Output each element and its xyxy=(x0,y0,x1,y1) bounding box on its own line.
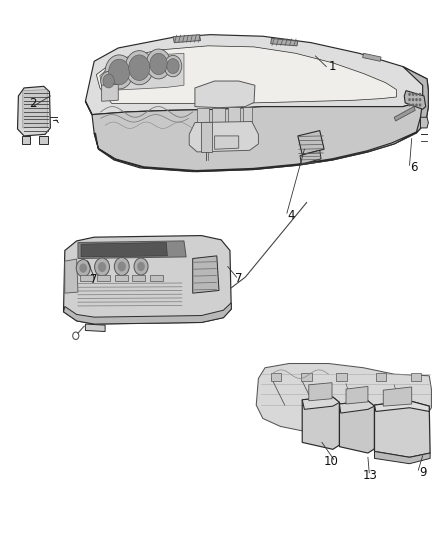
Polygon shape xyxy=(374,401,430,457)
Polygon shape xyxy=(302,397,339,409)
Circle shape xyxy=(103,74,114,88)
Circle shape xyxy=(164,55,182,77)
Polygon shape xyxy=(22,136,30,144)
Text: 10: 10 xyxy=(323,455,338,467)
Polygon shape xyxy=(64,236,231,324)
Polygon shape xyxy=(256,364,431,433)
Text: 1: 1 xyxy=(329,60,337,73)
Circle shape xyxy=(408,103,411,107)
Circle shape xyxy=(146,49,171,79)
Text: 13: 13 xyxy=(363,469,378,482)
Polygon shape xyxy=(94,132,417,172)
Text: 6: 6 xyxy=(410,161,418,174)
Polygon shape xyxy=(81,243,167,257)
Circle shape xyxy=(114,257,129,276)
Polygon shape xyxy=(376,373,386,381)
Polygon shape xyxy=(23,90,47,128)
Circle shape xyxy=(419,103,421,107)
Circle shape xyxy=(125,51,153,85)
Polygon shape xyxy=(336,373,347,381)
Text: 7: 7 xyxy=(235,272,243,285)
Circle shape xyxy=(137,262,145,271)
Circle shape xyxy=(79,263,87,273)
Polygon shape xyxy=(193,256,219,293)
Circle shape xyxy=(412,93,414,96)
Polygon shape xyxy=(100,53,184,91)
Polygon shape xyxy=(96,46,396,103)
Circle shape xyxy=(419,93,421,96)
Polygon shape xyxy=(271,38,298,46)
Polygon shape xyxy=(243,107,252,122)
Circle shape xyxy=(415,98,418,101)
Circle shape xyxy=(412,98,414,101)
Circle shape xyxy=(98,262,106,272)
Polygon shape xyxy=(132,275,145,281)
Polygon shape xyxy=(102,84,118,101)
Polygon shape xyxy=(309,383,332,401)
Polygon shape xyxy=(195,81,255,108)
Polygon shape xyxy=(189,122,258,152)
Polygon shape xyxy=(363,53,381,61)
Polygon shape xyxy=(173,35,201,43)
Text: 2: 2 xyxy=(29,98,37,110)
Circle shape xyxy=(419,98,421,101)
Polygon shape xyxy=(301,373,312,381)
Polygon shape xyxy=(271,373,281,381)
Polygon shape xyxy=(339,401,374,413)
Polygon shape xyxy=(201,122,212,152)
Polygon shape xyxy=(302,397,339,449)
Polygon shape xyxy=(85,324,105,332)
Polygon shape xyxy=(346,386,368,404)
Polygon shape xyxy=(150,275,163,281)
Circle shape xyxy=(412,103,414,107)
Polygon shape xyxy=(80,275,93,281)
Circle shape xyxy=(167,59,179,74)
Polygon shape xyxy=(197,108,209,123)
Text: 9: 9 xyxy=(419,466,427,479)
Polygon shape xyxy=(339,401,374,453)
Polygon shape xyxy=(215,136,239,149)
Polygon shape xyxy=(85,35,428,115)
Polygon shape xyxy=(97,275,110,281)
Polygon shape xyxy=(411,373,421,381)
Polygon shape xyxy=(78,241,186,259)
Circle shape xyxy=(408,93,411,96)
Polygon shape xyxy=(383,387,412,406)
Polygon shape xyxy=(65,259,78,293)
Text: 7: 7 xyxy=(90,273,98,286)
Circle shape xyxy=(105,55,133,89)
Polygon shape xyxy=(374,451,430,464)
Polygon shape xyxy=(403,67,428,133)
Circle shape xyxy=(118,262,126,271)
Polygon shape xyxy=(404,91,426,109)
Polygon shape xyxy=(64,303,231,324)
Circle shape xyxy=(134,258,148,275)
Circle shape xyxy=(101,71,117,91)
Polygon shape xyxy=(212,108,225,124)
Polygon shape xyxy=(18,86,50,136)
Circle shape xyxy=(150,53,167,75)
Polygon shape xyxy=(115,275,128,281)
Circle shape xyxy=(415,93,418,96)
Circle shape xyxy=(129,55,150,80)
Circle shape xyxy=(415,103,418,107)
Text: 4: 4 xyxy=(287,209,295,222)
Polygon shape xyxy=(374,401,429,411)
Circle shape xyxy=(408,98,411,101)
Polygon shape xyxy=(394,107,415,121)
Circle shape xyxy=(109,59,130,85)
Polygon shape xyxy=(85,101,428,172)
Circle shape xyxy=(95,258,110,276)
Polygon shape xyxy=(228,107,240,122)
Circle shape xyxy=(76,260,90,277)
Polygon shape xyxy=(298,131,324,155)
Polygon shape xyxy=(420,117,428,128)
Polygon shape xyxy=(39,136,48,144)
Polygon shape xyxy=(300,150,321,164)
